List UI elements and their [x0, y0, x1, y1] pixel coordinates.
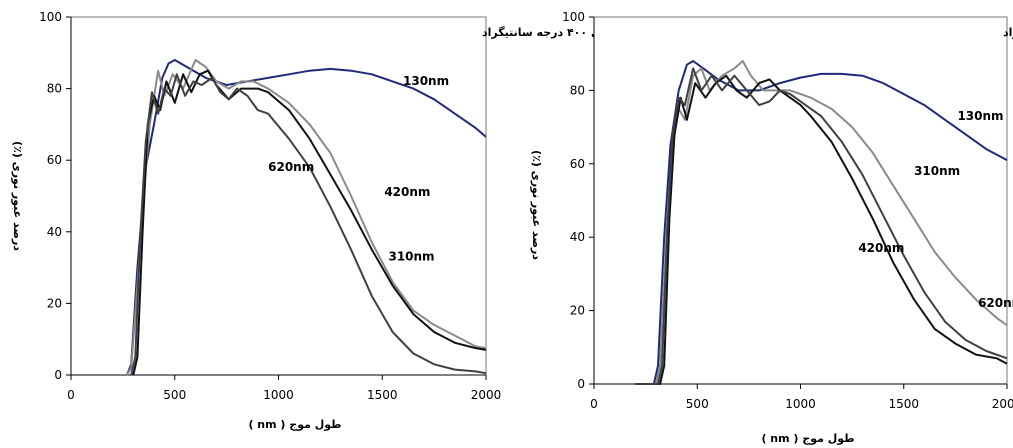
series-line-620nm — [130, 73, 487, 376]
y-tick-label: 40 — [47, 225, 62, 239]
plot-area-frame — [593, 16, 1008, 385]
y-tick-label: 60 — [570, 157, 585, 171]
y-axis-title: درصد عبور نوری (٪) — [530, 150, 543, 260]
x-tick-label: 1500 — [367, 388, 398, 402]
left-chart: باز پخت در دمای ۴۰۰ درجه سانتیگراد طول م… — [11, 10, 679, 432]
x-tick-label: 1000 — [785, 397, 816, 411]
x-tick-label: 500 — [686, 397, 709, 411]
series-label-620nm: 620nm — [268, 160, 314, 174]
series-line-420nm — [635, 74, 1008, 385]
y-tick-label: 80 — [47, 82, 62, 96]
series-line-130nm — [126, 59, 487, 376]
series-label-130nm: 130nm — [957, 109, 1003, 123]
series-line-620nm — [635, 67, 1008, 385]
y-tick-label: 60 — [47, 153, 62, 167]
series-line-130nm — [635, 60, 1008, 385]
y-axis-title: درصد عبور نوری (٪) — [11, 141, 24, 251]
series-label-310nm: 310nm — [388, 249, 434, 263]
y-tick-label: 20 — [47, 296, 62, 310]
series-label-420nm: 420nm — [858, 241, 904, 255]
y-tick-label: 100 — [562, 10, 585, 24]
series-label-420nm: 420nm — [384, 185, 430, 199]
x-tick-label: 1500 — [888, 397, 919, 411]
x-tick-label: 500 — [163, 388, 186, 402]
right-chart: باز پخت در دمای ۳۰۰ درجه سانتیگراد طول م… — [530, 10, 1013, 446]
y-tick-label: 100 — [39, 10, 62, 24]
y-tick-label: 0 — [577, 377, 585, 391]
x-tick-label: 1000 — [263, 388, 294, 402]
x-axis-title: طول موج ( nm ) — [761, 432, 854, 446]
chart-title: باز پخت در دمای ۳۰۰ درجه سانتیگراد — [1003, 26, 1013, 39]
y-tick-label: 20 — [570, 304, 585, 318]
x-axis-title: طول موج ( nm ) — [248, 418, 341, 432]
x-tick-label: 0 — [590, 397, 598, 411]
x-tick-label: 2000 — [471, 388, 502, 402]
y-tick-label: 0 — [54, 368, 62, 382]
y-tick-label: 80 — [570, 83, 585, 97]
y-tick-label: 40 — [570, 230, 585, 244]
x-tick-label: 0 — [67, 388, 75, 402]
series-label-310nm: 310nm — [914, 164, 960, 178]
series-line-420nm — [132, 69, 487, 376]
series-label-130nm: 130nm — [403, 74, 449, 88]
x-tick-label: 2000 — [992, 397, 1013, 411]
series-label-620nm: 620nm — [978, 296, 1013, 310]
